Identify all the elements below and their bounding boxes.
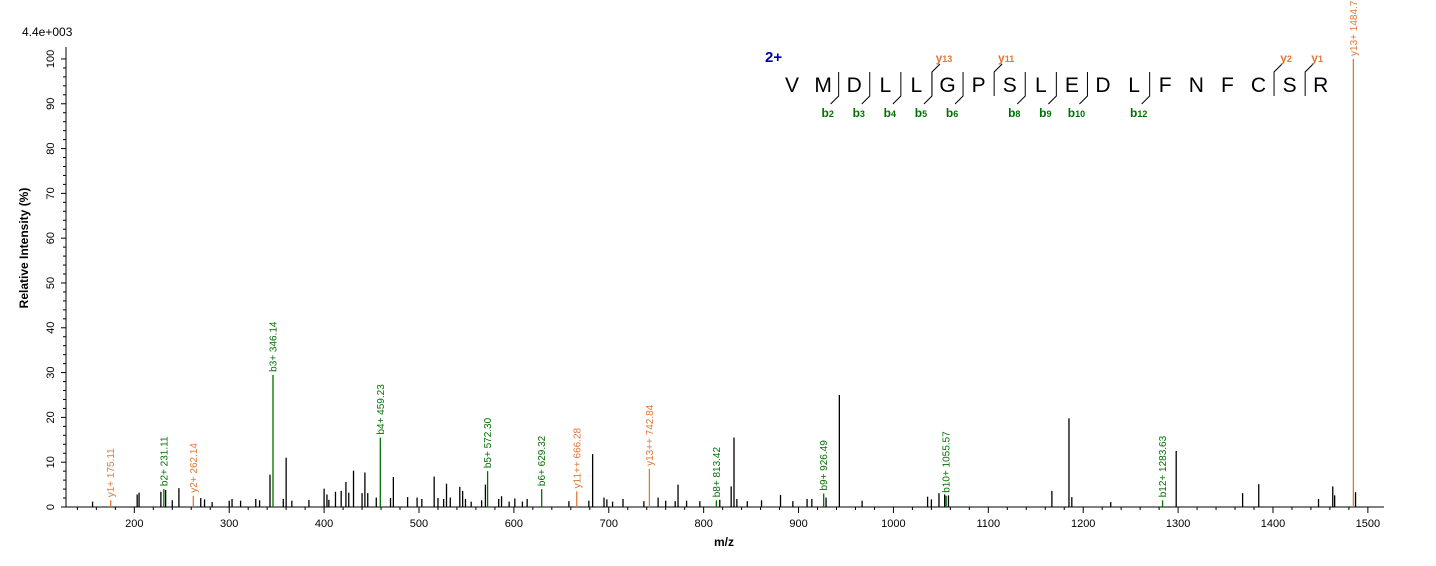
peak-label-b-ion: b6+ 629.32 xyxy=(537,435,548,486)
b-ion-cleavage-mark xyxy=(1079,72,1088,105)
b-ion-label: b5 xyxy=(915,106,927,120)
peak-label-y-ion: y13++ 742.84 xyxy=(645,404,656,466)
b-ion-cleavage-mark xyxy=(1047,72,1057,105)
peaks xyxy=(91,58,1357,507)
b-ion-label: b4 xyxy=(884,106,896,120)
sequence-residue: D xyxy=(1095,74,1110,97)
y-tick-label: 80 xyxy=(45,142,57,154)
peak-label-b-ion: b9+ 926.49 xyxy=(819,440,830,491)
sequence-residue: E xyxy=(1065,74,1079,97)
charge-state-label: 2+ xyxy=(765,49,782,66)
y-tick-label: 60 xyxy=(45,232,57,244)
x-tick-label: 1400 xyxy=(1261,518,1285,530)
max-intensity-label: 4.4e+003 xyxy=(22,25,73,39)
y-ion-cleavage-mark xyxy=(1304,63,1314,96)
peak-label-b-ion: b4+ 459.23 xyxy=(376,384,387,435)
y-tick-label: 40 xyxy=(45,322,57,334)
sequence-residue: C xyxy=(1251,74,1266,97)
y-ion-cleavage-mark xyxy=(931,63,941,96)
x-tick-label: 1200 xyxy=(1071,518,1095,530)
b-ion-label: b2 xyxy=(821,106,833,120)
y-ion-label: y13 xyxy=(936,51,953,65)
sequence-residue: R xyxy=(1313,74,1328,97)
b-ion-cleavage-mark xyxy=(1141,72,1151,105)
y-ion-label: y11 xyxy=(998,51,1014,65)
b-ion-label: b8 xyxy=(1008,106,1020,120)
y-tick-label: 0 xyxy=(45,504,57,510)
y-ion-label: y1 xyxy=(1311,51,1323,65)
x-axis-title: m/z xyxy=(714,535,734,549)
peak-label-b-ion: b3+ 346.14 xyxy=(268,321,279,372)
y-tick-label: 20 xyxy=(45,411,57,423)
b-ion-cleavage-mark xyxy=(954,72,964,105)
y-ion-cleavage-mark xyxy=(1273,63,1283,96)
peak-label-b-ion: b10+ 1055.57 xyxy=(942,431,953,493)
sequence-residue: P xyxy=(972,74,986,97)
b-ion-label: b3 xyxy=(853,106,865,120)
peak-label-y-ion: y13+ 1484.71 xyxy=(1349,0,1360,56)
sequence-residue: L xyxy=(911,74,923,97)
b-ion-cleavage-mark xyxy=(923,72,933,105)
b-ion-cleavage-mark xyxy=(830,72,840,105)
sequence-residue: F xyxy=(1221,74,1234,97)
x-tick-label: 500 xyxy=(410,518,428,530)
sequence-residue: L xyxy=(1128,74,1140,97)
peak-label-b-ion: b8+ 813.42 xyxy=(712,447,723,498)
sequence-residue: N xyxy=(1189,74,1204,97)
x-tick-label: 800 xyxy=(694,518,712,530)
x-tick-label: 900 xyxy=(789,518,807,530)
y-tick-label: 30 xyxy=(45,366,57,378)
peak-label-y-ion: y11++ 666.28 xyxy=(572,427,583,488)
x-tick-label: 1500 xyxy=(1356,518,1380,530)
b-ion-label: b6 xyxy=(946,106,958,120)
b-ion-label: b12 xyxy=(1130,106,1147,120)
sequence-residue: F xyxy=(1159,74,1172,97)
y-tick-label: 90 xyxy=(45,98,57,110)
sequence-residue: S xyxy=(1003,74,1017,97)
y-tick-label: 10 xyxy=(45,456,57,468)
x-tick-label: 200 xyxy=(125,518,143,530)
y-tick-label: 70 xyxy=(45,187,57,199)
sequence-residue: M xyxy=(814,74,832,97)
x-tick-label: 1300 xyxy=(1166,518,1190,530)
b-ion-cleavage-mark xyxy=(892,72,902,105)
sequence-residue: L xyxy=(1035,74,1047,97)
sequence-residue: L xyxy=(879,74,891,97)
y-tick-label: 100 xyxy=(45,50,57,68)
b-ion-label: b10 xyxy=(1068,106,1085,120)
peak-label-y-ion: y1+ 175.11 xyxy=(106,448,117,497)
b-ion-cleavage-mark xyxy=(861,72,871,105)
x-tick-label: 1100 xyxy=(976,518,1000,530)
y-tick-label: 50 xyxy=(45,277,57,289)
y-axis-title: Relative Intensity (%) xyxy=(17,188,31,309)
peak-label-b-ion: b5+ 572.30 xyxy=(483,417,494,468)
x-tick-label: 400 xyxy=(315,518,333,530)
sequence-residue: G xyxy=(939,74,955,97)
x-tick-label: 700 xyxy=(600,518,618,530)
x-tick-label: 300 xyxy=(220,518,238,530)
sequence-annotation: 2+V M D L L G P S L E D L F N F C S Rb2 b3 b4 b5 b6 b8 b9 b10 b12… xyxy=(765,49,1328,120)
y-ion-cleavage-mark xyxy=(993,63,1003,96)
x-tick-label: 1000 xyxy=(881,518,905,530)
sequence-residue: S xyxy=(1283,74,1297,97)
sequence-residue: V xyxy=(785,74,799,97)
b-ion-label: b9 xyxy=(1039,106,1051,120)
y-ion-label: y2 xyxy=(1280,51,1292,65)
peak-labels: y1+ 175.11 b2+ 231.11 y2+ 262.14 b3+ 346.14… xyxy=(106,0,1360,497)
b-ion-cleavage-mark xyxy=(1016,72,1026,105)
peak-label-b-ion: b12+ 1283.63 xyxy=(1158,435,1169,497)
sequence-residue: D xyxy=(847,74,862,97)
peak-label-y-ion: y2+ 262.14 xyxy=(189,443,200,493)
peak-label-b-ion: b2+ 231.11 xyxy=(159,436,170,486)
x-tick-label: 600 xyxy=(505,518,523,530)
